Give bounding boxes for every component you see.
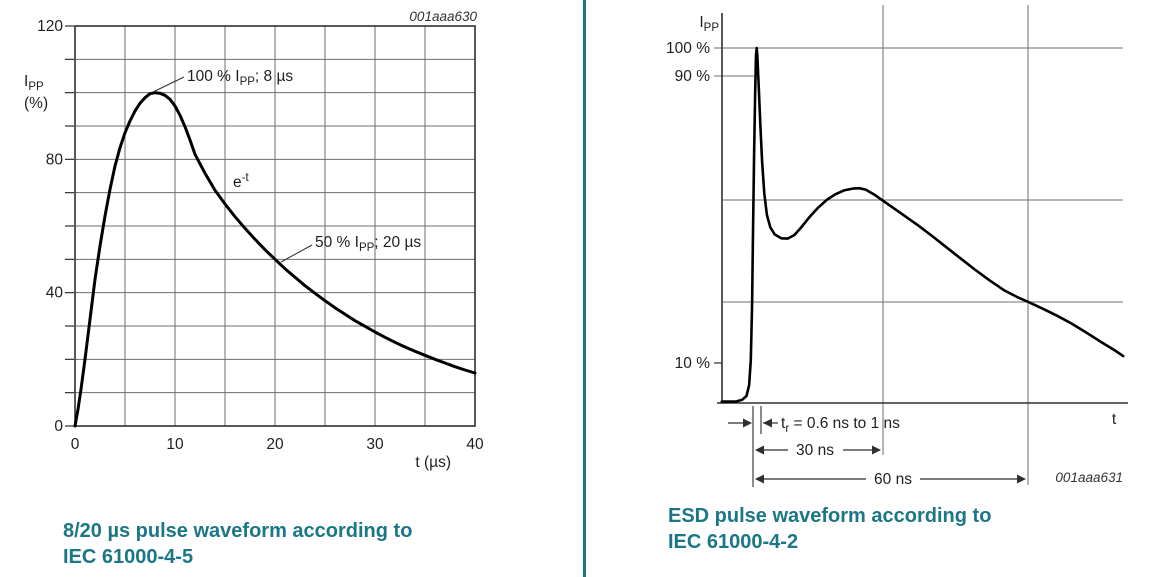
right-annotation-dim-30ns: 30 ns xyxy=(796,442,834,459)
left-annotation-half-marker: 50 % IPP; 20 µs xyxy=(315,234,421,254)
left-x-tick-label: 30 xyxy=(366,436,384,453)
left-annotation-leader xyxy=(152,76,185,93)
left-chart-caption: 8/20 µs pulse waveform according to IEC … xyxy=(63,518,503,570)
dim-60ns-arrow-right xyxy=(1017,474,1026,484)
right-caption-line1: ESD pulse waveform according to xyxy=(668,505,992,527)
left-figure-id: 001aaa630 xyxy=(409,9,477,24)
right-caption-line2: IEC 61000-4-2 xyxy=(668,531,799,553)
dim-30ns-arrow-right xyxy=(872,445,881,455)
right-chart-caption: ESD pulse waveform according to IEC 6100… xyxy=(668,503,1108,555)
dim-approach-arrow xyxy=(743,418,752,428)
left-caption-line2: IEC 61000-4-5 xyxy=(63,546,194,568)
left-y-axis-label: (%) xyxy=(24,95,48,112)
left-x-tick-label: 10 xyxy=(166,436,184,453)
left-y-tick-label: 120 xyxy=(37,18,63,35)
left-plot-border xyxy=(74,25,476,427)
right-figure-id: 001aaa631 xyxy=(1055,470,1123,485)
left-x-tick-label: 40 xyxy=(466,436,484,453)
left-y-axis-label: IPP xyxy=(24,73,44,93)
left-annotation-peak-marker: 100 % IPP; 8 µs xyxy=(187,68,293,88)
left-x-tick-label: 0 xyxy=(71,436,80,453)
right-annotation-rise-time: tr = 0.6 ns to 1 ns xyxy=(781,415,900,435)
left-annotation-decay-law: e-t xyxy=(233,172,249,191)
right-y-tick-label: 90 % xyxy=(675,68,711,85)
panel-divider xyxy=(583,0,586,577)
left-chart-curve xyxy=(73,91,477,428)
right-annotation-dim-60ns: 60 ns xyxy=(874,471,912,488)
left-x-tick-label: 20 xyxy=(266,436,284,453)
left-y-tick-label: 0 xyxy=(54,418,63,435)
left-y-tick-label: 40 xyxy=(46,285,64,302)
right-chart-curve xyxy=(720,46,1125,403)
left-x-axis-label: t (µs) xyxy=(415,454,451,471)
left-y-tick-label: 80 xyxy=(46,151,64,168)
right-x-axis-label: t xyxy=(1112,411,1117,428)
left-caption-line1: 8/20 µs pulse waveform according to xyxy=(63,520,413,542)
left-annotation-leader xyxy=(280,244,313,263)
right-y-axis-label: IPP xyxy=(699,14,719,34)
right-y-tick-label: 10 % xyxy=(675,355,711,372)
right-y-tick-label: 100 % xyxy=(666,40,710,57)
